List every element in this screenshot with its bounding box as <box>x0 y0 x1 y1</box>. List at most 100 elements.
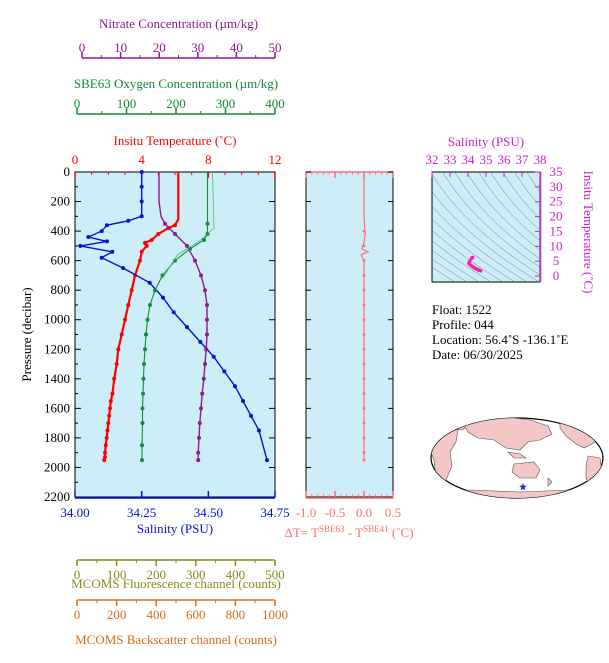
pressure-tick-label: 800 <box>51 282 71 297</box>
ts-density-contour <box>432 218 516 282</box>
nitrate-data-point <box>205 317 209 322</box>
salinity-tick-label: 34.75 <box>260 505 289 520</box>
temperature-data-point <box>112 376 117 381</box>
fluorescence-axis-tick-label: 300 <box>186 567 206 582</box>
temperature-data-point <box>108 399 113 403</box>
salinity-data-point <box>139 170 144 174</box>
salinity-data-point <box>185 325 189 330</box>
delta-t-data-point <box>362 362 366 366</box>
backscatter-axis-tick-label: 400 <box>146 607 166 622</box>
oxygen-axis-tick-label: 400 <box>265 96 285 111</box>
delta-t-data-point <box>362 406 366 410</box>
temperature-data-point <box>107 413 112 418</box>
pressure-tick-label: 400 <box>51 223 71 238</box>
oxygen-axis-tick-label: 200 <box>166 96 186 111</box>
oxygen-data-point <box>140 443 144 448</box>
temperature-tick-label: 0 <box>72 152 79 167</box>
float-location-star-icon <box>519 483 527 491</box>
ts-contour-group <box>432 172 540 282</box>
salinity-data-point <box>126 218 131 223</box>
ts-salinity-tick-label: 32 <box>426 152 439 167</box>
temperature-data-point <box>108 406 112 411</box>
salinity-data-point <box>99 229 104 234</box>
salinity-data-point <box>139 199 144 204</box>
temperature-data-point <box>105 428 110 433</box>
map-land-south-america <box>585 455 603 491</box>
salinity-data-point <box>110 249 115 254</box>
salinity-data-point <box>161 295 165 300</box>
nitrate-data-point <box>163 221 167 226</box>
ts-salinity-tick-label: 33 <box>444 152 457 167</box>
ts-density-contour <box>514 172 540 207</box>
salinity-data-point <box>139 214 144 219</box>
ts-temperature-tick-label: 15 <box>550 223 563 238</box>
map-land-antarctica <box>431 489 603 498</box>
nitrate-axis-tick-label: 10 <box>114 40 127 55</box>
nitrate-data-point <box>201 376 206 381</box>
ts-temperature-tick-label: 30 <box>550 179 563 194</box>
temperature-data-point <box>139 249 144 254</box>
temperature-data-point <box>126 303 131 307</box>
map-land-australia <box>511 461 541 479</box>
temperature-data-point <box>143 240 147 245</box>
nitrate-axis-tick-label: 30 <box>191 40 204 55</box>
salinity-data-point <box>241 399 245 403</box>
temperature-data-point <box>116 347 121 352</box>
ts-density-contour <box>490 172 540 231</box>
oxygen-data-point <box>140 421 145 426</box>
nitrate-profile-line <box>158 172 208 461</box>
nitrate-data-point <box>203 288 207 293</box>
delta-t-line <box>360 172 370 461</box>
ts-panel <box>431 171 541 283</box>
oxygen-axis-tick-label: 100 <box>117 96 137 111</box>
ts-temperature-axis-label: Insitu Temperature (˚C) <box>581 170 596 293</box>
ts-density-contour <box>526 172 540 193</box>
ts-salinity-tick-label: 36 <box>498 152 512 167</box>
pressure-tick-label: 2200 <box>44 489 70 504</box>
nitrate-data-point <box>205 332 209 337</box>
salinity-data-point <box>121 266 125 270</box>
ts-density-contour <box>478 172 540 241</box>
pressure-tick-label: 1400 <box>44 371 70 386</box>
delta-t-data-point <box>362 244 366 248</box>
salinity-data-point <box>257 428 261 433</box>
temperature-tick-label: 4 <box>138 152 145 167</box>
salinity-data-point <box>78 243 83 248</box>
ts-salinity-tick-label: 37 <box>516 152 530 167</box>
nitrate-data-point <box>173 232 177 236</box>
ts-density-contour <box>432 240 492 282</box>
oxygen-data-point <box>140 406 145 411</box>
salinity-data-point <box>233 384 237 389</box>
nitrate-axis-tick-label: 50 <box>269 40 282 55</box>
ts-density-contour <box>432 205 528 282</box>
pressure-tick-label: 1200 <box>44 341 70 356</box>
salinity-data-point <box>249 413 253 418</box>
oxygen-data-point <box>141 376 146 381</box>
fluorescence-axis-label: MCOMS Fluorescence channel (counts) <box>71 576 281 591</box>
pressure-tick-label: 2000 <box>44 459 70 474</box>
temperature-data-point <box>103 450 107 455</box>
oxygen-axis-label: SBE63 Oxygen Concentration (µm/kg) <box>74 76 278 91</box>
delta-t-data-point <box>362 229 366 233</box>
fluorescence-axis-tick-label: 500 <box>265 567 285 582</box>
nitrate-data-point <box>196 450 201 455</box>
oxygen-data-point <box>142 362 146 366</box>
nitrate-axis-tick-label: 20 <box>153 40 166 55</box>
ts-density-contour <box>432 173 540 276</box>
oxygen-data-point <box>141 391 145 396</box>
ts-density-contour <box>432 258 468 282</box>
ts-density-contour <box>454 172 540 260</box>
ts-density-contour <box>538 172 540 175</box>
salinity-data-point <box>211 354 216 359</box>
temperature-data-point <box>144 243 149 248</box>
salinity-data-point <box>139 184 144 189</box>
oxygen-data-point <box>140 458 144 463</box>
salinity-data-point <box>105 239 109 244</box>
salinity-data-point <box>222 369 227 374</box>
pressure-axis-label: Pressure (decibar) <box>19 287 34 381</box>
pressure-tick-label: 200 <box>51 194 71 209</box>
nitrate-data-point <box>205 303 209 307</box>
delta-t-axis-label: ΔT= TSBE63 - TSBE41 (˚C) <box>284 524 413 540</box>
delta-t-tick-label: -1.0 <box>296 505 317 520</box>
delta-t-data-point <box>362 333 366 336</box>
